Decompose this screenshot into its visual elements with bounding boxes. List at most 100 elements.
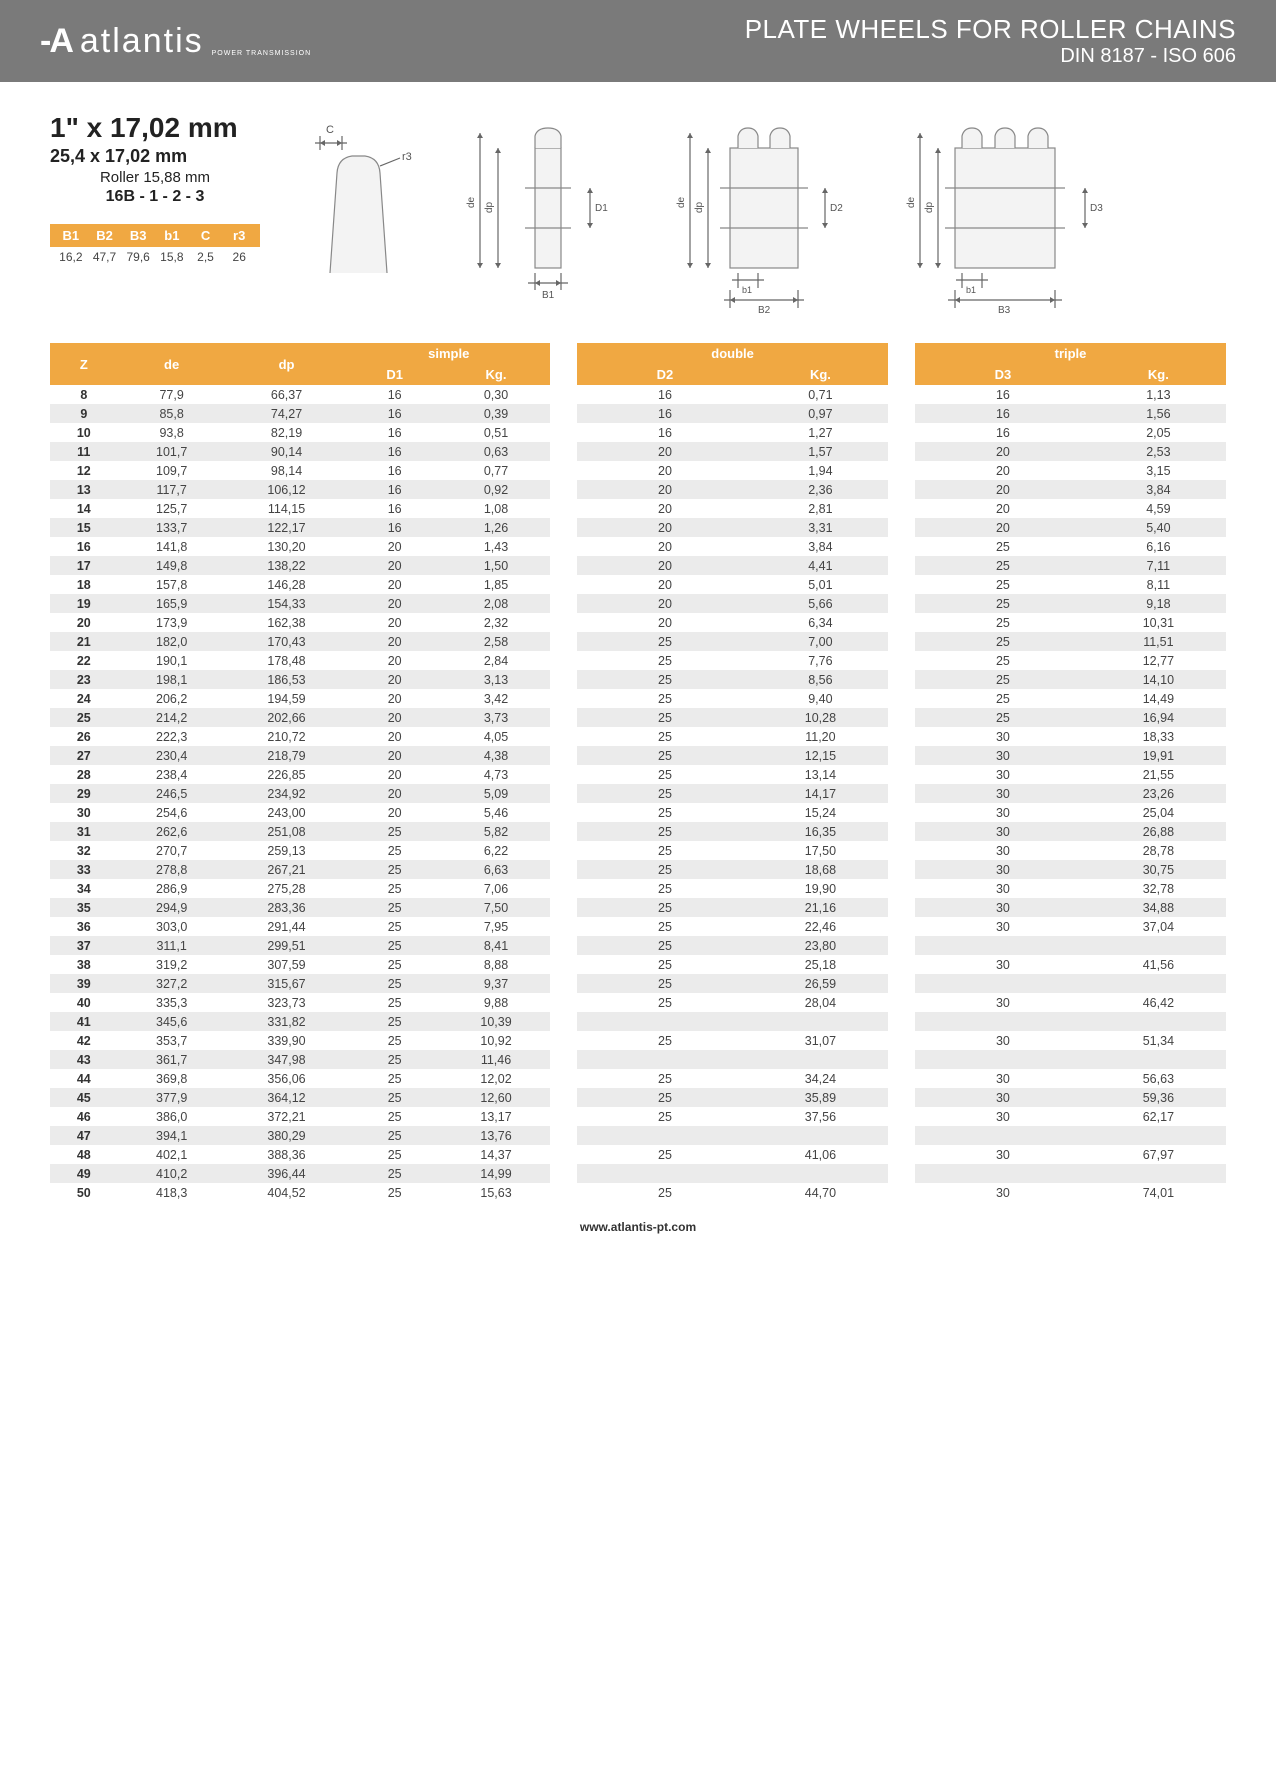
cell-d2 bbox=[577, 1050, 753, 1069]
cell-de: 109,7 bbox=[118, 461, 226, 480]
cell-dp: 243,00 bbox=[226, 803, 348, 822]
cell-de: 294,9 bbox=[118, 898, 226, 917]
cell-d3: 30 bbox=[915, 955, 1091, 974]
cell-z: 46 bbox=[50, 1107, 118, 1126]
cell-d3: 30 bbox=[915, 803, 1091, 822]
cell-d3 bbox=[915, 974, 1091, 993]
cell-kg3: 34,88 bbox=[1091, 898, 1226, 917]
cell-dp: 234,92 bbox=[226, 784, 348, 803]
gap bbox=[550, 537, 577, 556]
mini-v-4: 2,5 bbox=[189, 250, 223, 264]
mini-v-2: 79,6 bbox=[121, 250, 155, 264]
cell-d2: 25 bbox=[577, 784, 753, 803]
cell-kg2: 2,36 bbox=[753, 480, 888, 499]
gap bbox=[888, 1164, 915, 1183]
cell-de: 319,2 bbox=[118, 955, 226, 974]
table-row: 20173,9162,38202,32206,342510,31 bbox=[50, 613, 1226, 632]
gap bbox=[550, 803, 577, 822]
table-row: 44369,8356,062512,022534,243056,63 bbox=[50, 1069, 1226, 1088]
cell-d2: 25 bbox=[577, 955, 753, 974]
cell-d1: 25 bbox=[347, 1069, 442, 1088]
table-row: 49410,2396,442514,99 bbox=[50, 1164, 1226, 1183]
cell-d1: 20 bbox=[347, 632, 442, 651]
cell-d3: 30 bbox=[915, 1107, 1091, 1126]
cell-kg3: 10,31 bbox=[1091, 613, 1226, 632]
logo-text: atlantis bbox=[80, 22, 204, 61]
cell-d2: 25 bbox=[577, 1183, 753, 1202]
table-row: 14125,7114,15161,08202,81204,59 bbox=[50, 499, 1226, 518]
cell-de: 410,2 bbox=[118, 1164, 226, 1183]
cell-dp: 275,28 bbox=[226, 879, 348, 898]
cell-dp: 210,72 bbox=[226, 727, 348, 746]
gap bbox=[888, 1145, 915, 1164]
cell-z: 35 bbox=[50, 898, 118, 917]
cell-kg3 bbox=[1091, 936, 1226, 955]
cell-kg2 bbox=[753, 1050, 888, 1069]
cell-de: 286,9 bbox=[118, 879, 226, 898]
cell-kg3: 46,42 bbox=[1091, 993, 1226, 1012]
cell-d3: 30 bbox=[915, 727, 1091, 746]
top-section: 1" x 17,02 mm 25,4 x 17,02 mm Roller 15,… bbox=[50, 112, 1226, 323]
cell-de: 93,8 bbox=[118, 423, 226, 442]
cell-d2: 25 bbox=[577, 974, 753, 993]
cell-d1: 25 bbox=[347, 1107, 442, 1126]
cell-d2: 25 bbox=[577, 841, 753, 860]
cell-kg2: 25,18 bbox=[753, 955, 888, 974]
cell-de: 361,7 bbox=[118, 1050, 226, 1069]
cell-dp: 66,37 bbox=[226, 385, 348, 404]
gap bbox=[888, 556, 915, 575]
cell-z: 41 bbox=[50, 1012, 118, 1031]
cell-dp: 170,43 bbox=[226, 632, 348, 651]
cell-de: 206,2 bbox=[118, 689, 226, 708]
cell-z: 32 bbox=[50, 841, 118, 860]
cell-d2: 25 bbox=[577, 879, 753, 898]
cell-d3: 30 bbox=[915, 917, 1091, 936]
gap bbox=[550, 879, 577, 898]
cell-kg1: 10,92 bbox=[442, 1031, 550, 1050]
gap bbox=[888, 423, 915, 442]
gap bbox=[550, 1183, 577, 1202]
diagram-tooth: C r3 bbox=[280, 118, 430, 288]
cell-kg1: 14,37 bbox=[442, 1145, 550, 1164]
label-B1: B1 bbox=[542, 290, 555, 301]
gap bbox=[550, 917, 577, 936]
gap bbox=[550, 860, 577, 879]
gap bbox=[888, 518, 915, 537]
cell-d3: 25 bbox=[915, 632, 1091, 651]
cell-d3: 30 bbox=[915, 1069, 1091, 1088]
cell-z: 28 bbox=[50, 765, 118, 784]
gap bbox=[888, 955, 915, 974]
cell-kg1: 7,95 bbox=[442, 917, 550, 936]
cell-kg3: 28,78 bbox=[1091, 841, 1226, 860]
table-row: 26222,3210,72204,052511,203018,33 bbox=[50, 727, 1226, 746]
cell-kg1: 4,73 bbox=[442, 765, 550, 784]
cell-d1: 20 bbox=[347, 765, 442, 784]
cell-z: 15 bbox=[50, 518, 118, 537]
cell-d3: 30 bbox=[915, 765, 1091, 784]
cell-d1: 16 bbox=[347, 442, 442, 461]
cell-d2: 20 bbox=[577, 518, 753, 537]
cell-kg3 bbox=[1091, 1126, 1226, 1145]
gap bbox=[888, 613, 915, 632]
footer-url: www.atlantis-pt.com bbox=[50, 1202, 1226, 1264]
gap bbox=[888, 689, 915, 708]
table-row: 35294,9283,36257,502521,163034,88 bbox=[50, 898, 1226, 917]
cell-dp: 194,59 bbox=[226, 689, 348, 708]
gap bbox=[550, 746, 577, 765]
cell-kg1: 2,58 bbox=[442, 632, 550, 651]
diagram-double: de dp D2 b1 B2 bbox=[670, 118, 870, 323]
gap2 bbox=[888, 343, 915, 385]
th-d3: D3 bbox=[915, 364, 1091, 385]
gap bbox=[550, 1031, 577, 1050]
cell-d2: 20 bbox=[577, 575, 753, 594]
gap bbox=[550, 1069, 577, 1088]
cell-kg1: 5,09 bbox=[442, 784, 550, 803]
diagram-triple: de dp D3 b1 B3 bbox=[900, 118, 1120, 323]
spec-sub3: 16B - 1 - 2 - 3 bbox=[50, 188, 260, 206]
table-row: 37311,1299,51258,412523,80 bbox=[50, 936, 1226, 955]
cell-kg1: 1,85 bbox=[442, 575, 550, 594]
gap bbox=[550, 480, 577, 499]
header-title: PLATE WHEELS FOR ROLLER CHAINS DIN 8187 … bbox=[745, 14, 1236, 68]
cell-kg3: 18,33 bbox=[1091, 727, 1226, 746]
cell-kg2: 44,70 bbox=[753, 1183, 888, 1202]
